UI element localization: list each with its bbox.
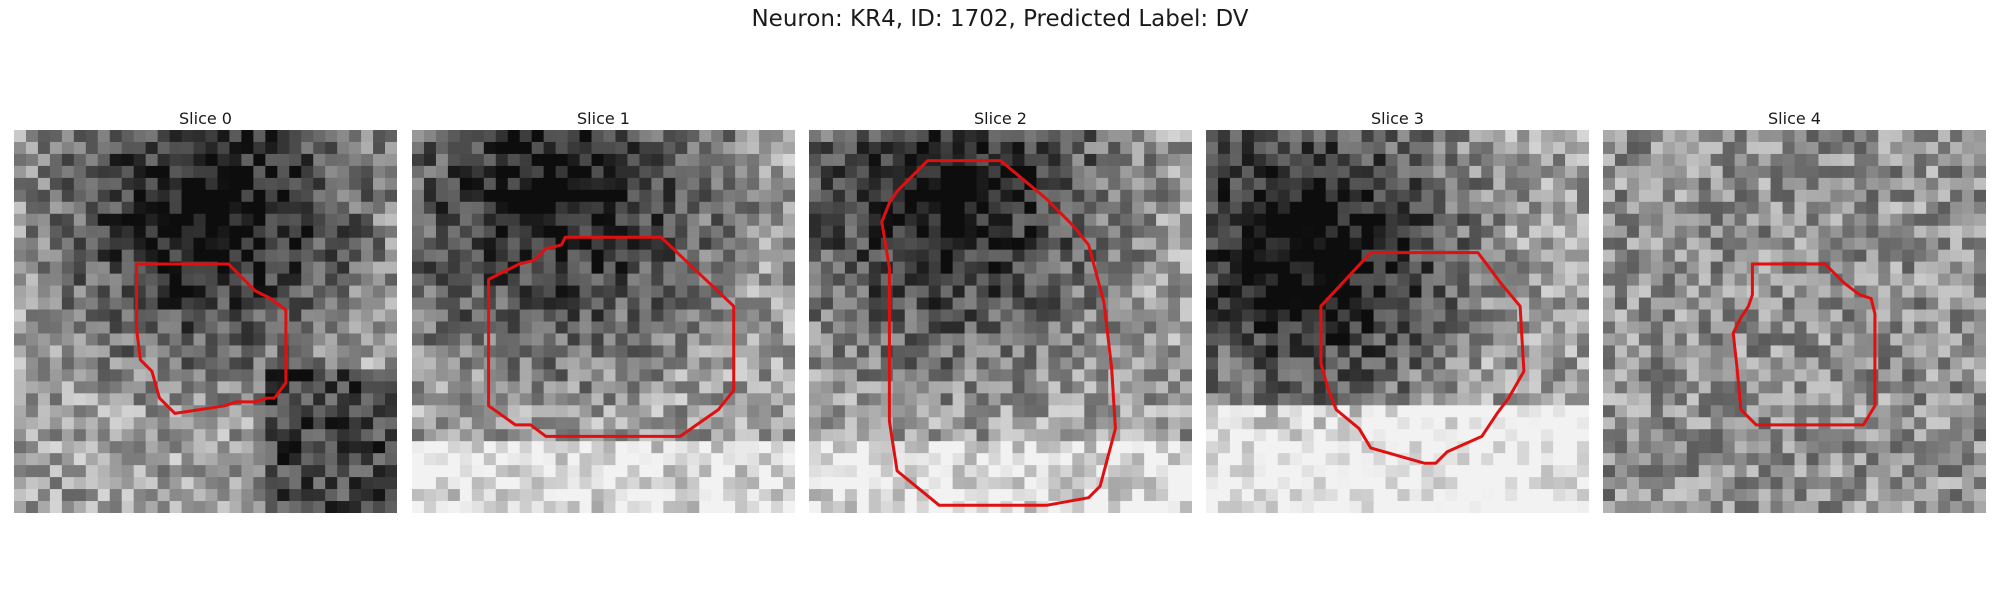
slice-title-0: Slice 0 <box>179 109 232 128</box>
roi-contour <box>135 262 288 415</box>
slice-panel-2: Slice 2 <box>809 108 1192 513</box>
slice-panel-3: Slice 3 <box>1206 108 1589 513</box>
roi-contour <box>1731 262 1877 427</box>
figure-title: Neuron: KR4, ID: 1702, Predicted Label: … <box>751 6 1249 32</box>
slice-panel-0: Slice 0 <box>14 108 397 513</box>
slice-title-4: Slice 4 <box>1768 109 1821 128</box>
roi-contour <box>487 235 736 438</box>
slice-title-2: Slice 2 <box>974 109 1027 128</box>
slice-title-1: Slice 1 <box>577 109 630 128</box>
slice-image-2 <box>809 130 1192 513</box>
slice-panel-4: Slice 4 <box>1603 108 1986 513</box>
roi-contour <box>880 159 1117 507</box>
pixel-grid <box>14 130 397 513</box>
slice-image-4 <box>1603 130 1986 513</box>
slice-image-0 <box>14 130 397 513</box>
pixel-grid <box>1603 130 1986 513</box>
pixel-grid <box>1206 130 1589 513</box>
pixel-grid <box>412 130 795 513</box>
roi-contour <box>1319 251 1526 465</box>
slice-image-1 <box>412 130 795 513</box>
pixel-grid <box>809 130 1192 513</box>
slice-title-3: Slice 3 <box>1371 109 1424 128</box>
slice-image-3 <box>1206 130 1589 513</box>
slice-panel-1: Slice 1 <box>412 108 795 513</box>
